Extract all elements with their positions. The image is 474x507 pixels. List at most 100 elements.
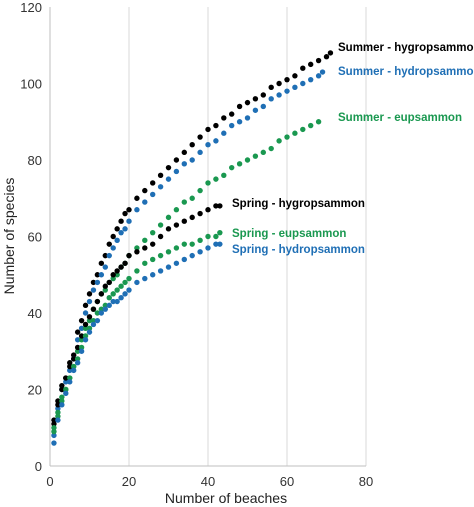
data-point (213, 233, 219, 240)
y-tick-label: 80 (28, 153, 42, 168)
data-point (276, 80, 282, 87)
data-point (106, 252, 112, 259)
data-point (150, 180, 156, 186)
data-point (197, 134, 203, 140)
data-point (197, 237, 203, 244)
data-point (229, 164, 235, 171)
data-point (189, 252, 195, 259)
data-point (114, 237, 120, 244)
data-point (205, 180, 211, 186)
data-point (74, 329, 81, 335)
data-point (181, 161, 187, 167)
data-point (244, 99, 251, 106)
data-point (189, 157, 195, 163)
data-point (300, 65, 306, 71)
series-label: Summer - eupsammon (338, 112, 462, 124)
x-tick-label: 0 (46, 474, 53, 489)
data-point (59, 402, 65, 408)
data-point (300, 80, 306, 87)
y-tick-label: 60 (28, 230, 42, 245)
data-point (82, 310, 89, 316)
data-point (197, 149, 203, 156)
data-point (51, 432, 57, 439)
data-point (150, 256, 156, 263)
data-point (102, 252, 109, 259)
series-label: Spring - hydropsammon (232, 244, 365, 256)
data-point (82, 302, 89, 309)
data-point (71, 356, 77, 362)
data-point (98, 310, 105, 316)
data-point (142, 275, 148, 282)
data-point (165, 226, 172, 232)
x-tick-label: 80 (359, 474, 373, 489)
data-point (173, 260, 180, 266)
data-point (292, 84, 298, 91)
data-point (134, 207, 140, 213)
data-point (181, 256, 187, 263)
data-point (102, 287, 109, 293)
data-point (106, 302, 112, 309)
data-point (74, 360, 81, 366)
data-point (102, 302, 109, 309)
data-point (74, 356, 81, 362)
series-3-points (51, 203, 223, 423)
data-point (59, 386, 65, 393)
series-labels: Summer - hygropsammon Summer - hydropsamm… (232, 42, 474, 256)
data-point (308, 122, 314, 129)
data-point (213, 138, 219, 144)
data-point (110, 272, 116, 278)
data-point (142, 187, 148, 194)
data-point (122, 226, 128, 232)
data-point (165, 176, 172, 182)
data-point (150, 229, 156, 236)
data-point (110, 275, 116, 282)
data-point (142, 199, 148, 205)
data-point (173, 168, 180, 175)
series-1-points (51, 69, 326, 439)
data-point (165, 214, 172, 221)
data-point (221, 130, 227, 136)
series-label: Spring - eupsammon (232, 228, 346, 240)
data-point (157, 222, 164, 228)
data-point (98, 291, 105, 297)
data-point (284, 88, 290, 94)
axes (49, 7, 366, 467)
data-point (122, 291, 128, 297)
data-point (189, 142, 195, 148)
data-point (118, 283, 124, 289)
data-point (55, 405, 61, 412)
data-point (142, 260, 148, 266)
data-point (63, 375, 69, 381)
data-point (94, 310, 101, 316)
data-point (134, 195, 140, 201)
data-point (134, 245, 140, 251)
data-point (78, 348, 85, 354)
data-point (86, 291, 93, 297)
data-point (110, 245, 116, 251)
data-point (229, 111, 235, 117)
data-point (114, 287, 120, 293)
data-point (173, 207, 180, 213)
data-point (110, 298, 116, 305)
data-point (63, 386, 69, 393)
data-point (213, 176, 219, 182)
data-point (51, 417, 57, 423)
data-point (157, 252, 164, 259)
data-point (78, 333, 85, 339)
data-point (229, 122, 235, 129)
data-point (134, 249, 140, 255)
data-point (252, 96, 259, 102)
data-point (236, 119, 243, 125)
y-axis-label: Number of species (1, 178, 17, 295)
data-point (67, 379, 73, 385)
data-point (94, 298, 101, 305)
data-point (221, 172, 227, 178)
data-point (67, 367, 73, 374)
data-point (122, 279, 128, 286)
data-point (268, 96, 274, 102)
data-point (126, 275, 132, 282)
data-point (74, 348, 81, 354)
data-point (114, 268, 120, 274)
data-point (205, 142, 211, 148)
data-point (86, 314, 93, 320)
